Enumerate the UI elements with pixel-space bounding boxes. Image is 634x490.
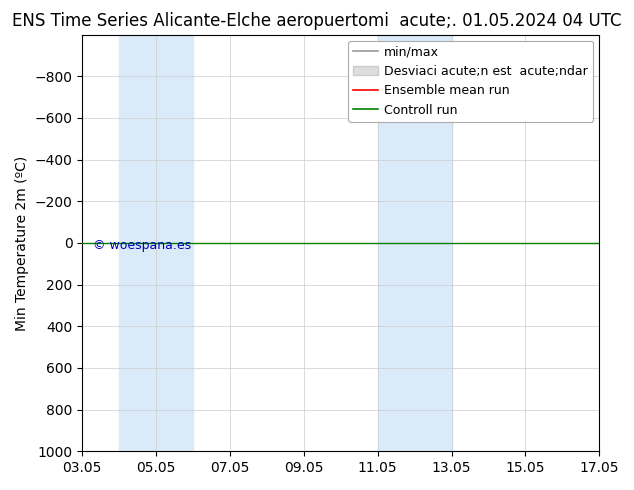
Bar xyxy=(119,35,193,451)
Text: © woespana.es: © woespana.es xyxy=(93,239,191,251)
Y-axis label: Min Temperature 2m (ºC): Min Temperature 2m (ºC) xyxy=(15,155,29,331)
Legend: min/max, Desviaci acute;n est  acute;ndar, Ensemble mean run, Controll run: min/max, Desviaci acute;n est acute;ndar… xyxy=(348,41,593,122)
Text: ENS Time Series Alicante-Elche aeropuerto: ENS Time Series Alicante-Elche aeropuert… xyxy=(12,12,368,30)
Bar xyxy=(378,35,451,451)
Text: mi  acute;. 01.05.2024 04 UTC: mi acute;. 01.05.2024 04 UTC xyxy=(368,12,621,30)
